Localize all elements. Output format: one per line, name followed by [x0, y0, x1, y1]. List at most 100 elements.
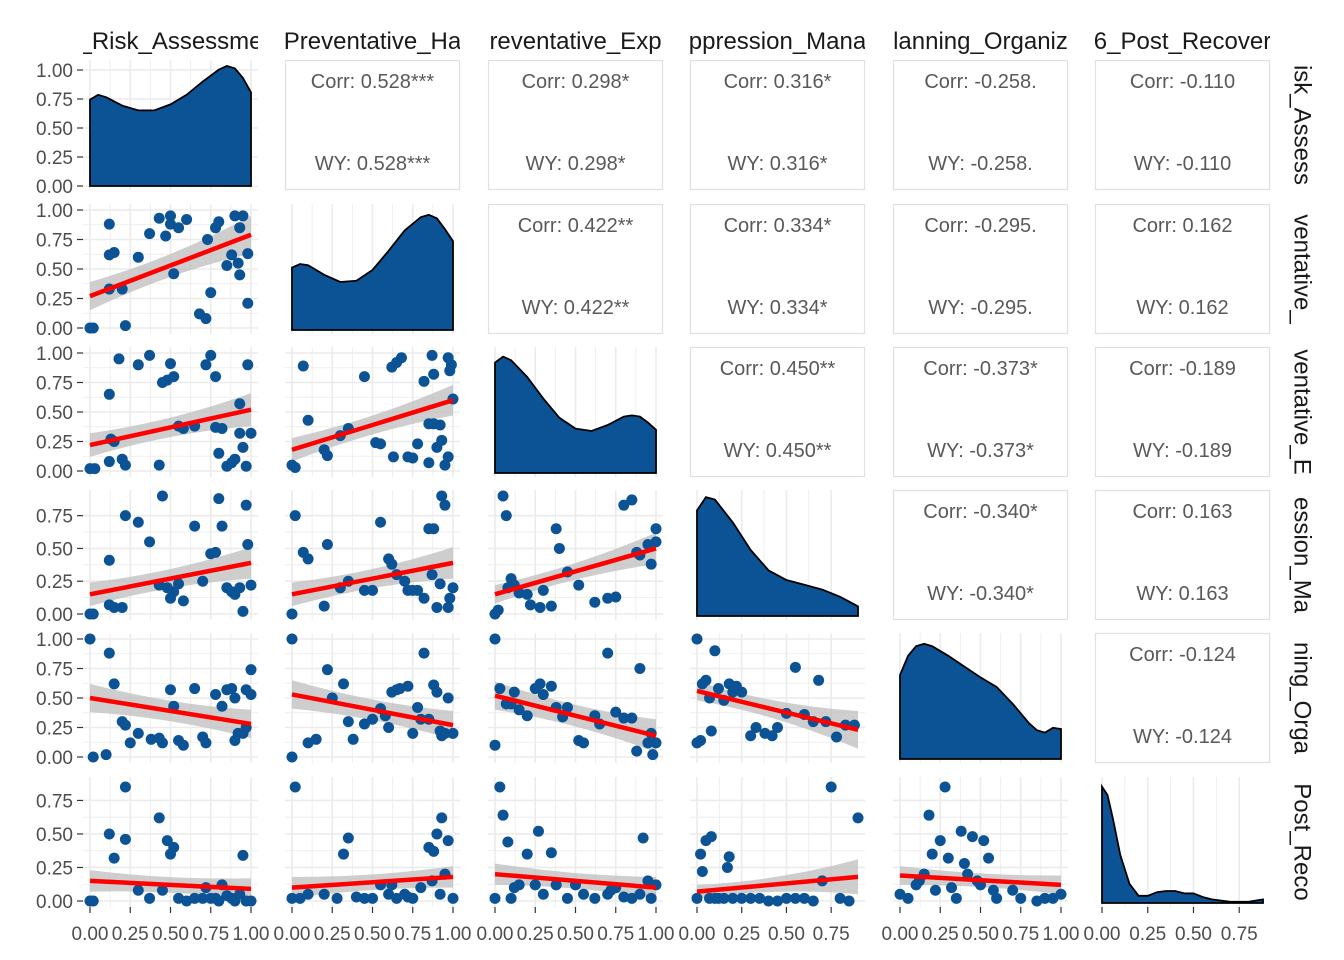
scatter-point: [144, 349, 156, 361]
corr-panel: [892, 59, 1069, 191]
scatter-point: [213, 493, 225, 505]
scatter-point: [302, 414, 314, 426]
confidence-band: [495, 532, 656, 604]
scatter-point: [534, 678, 546, 690]
scatter-point: [237, 210, 249, 222]
corr-value: Corr: -0.258.: [924, 71, 1036, 93]
scatter-point: [197, 892, 209, 904]
scatter-point: [434, 888, 446, 900]
y-tick-label: 0.00: [36, 319, 73, 340]
scatter-point: [589, 596, 601, 608]
scatter-point: [434, 578, 446, 590]
wy-value: WY: -0.110: [1134, 153, 1231, 175]
scatter-point: [834, 892, 846, 904]
corr-panel: [284, 59, 461, 191]
scatter-point: [358, 718, 370, 730]
scatter-point: [144, 228, 156, 240]
scatter-point: [237, 441, 249, 453]
y-tick-label: 0.75: [36, 791, 73, 812]
scatter-point: [321, 664, 333, 676]
scatter-point: [173, 578, 185, 590]
scatter-point: [550, 879, 562, 891]
scatter-point: [202, 234, 214, 245]
y-tick-label: 1.00: [36, 201, 73, 222]
y-tick-label: 0.50: [36, 119, 73, 140]
y-tick-label: 1.00: [36, 61, 73, 82]
scatter-point: [695, 848, 707, 860]
scatter-point: [297, 360, 309, 372]
scatter-point: [153, 212, 165, 224]
row-strip-label: isk_Assess: [1289, 65, 1316, 185]
scatter-point: [160, 230, 172, 242]
scatter-point: [375, 438, 387, 450]
scatter-point: [789, 892, 801, 904]
scatter-point: [589, 892, 601, 904]
scatter-point: [442, 601, 454, 613]
scatter-point: [721, 861, 733, 873]
scatter-point: [434, 419, 446, 431]
regression-line: [291, 560, 454, 597]
x-tick-label: 0.00: [72, 924, 109, 945]
scatter-point: [1007, 884, 1019, 896]
y-tick-label: 0.50: [36, 539, 73, 560]
scatter-point: [578, 737, 590, 749]
scatter-point: [210, 371, 222, 383]
wy-value: WY: -0.373*: [927, 440, 1034, 462]
scatter-point: [650, 536, 662, 548]
scatter-point: [383, 722, 395, 733]
wy-value: WY: -0.295.: [928, 297, 1033, 319]
scatter-point: [237, 605, 249, 617]
scatter-point: [1015, 892, 1027, 904]
scatter-point: [321, 539, 333, 551]
scatter-point: [439, 459, 451, 471]
scatter-point: [934, 835, 946, 847]
scatter-point: [950, 892, 962, 904]
scatter-point: [213, 447, 225, 459]
scatter-point: [338, 848, 350, 860]
scatter-point: [213, 216, 225, 228]
scatter-point: [407, 452, 419, 464]
scatter-point: [696, 866, 708, 877]
scatter-point: [991, 892, 1003, 904]
corr-value: Corr: 0.163: [1132, 501, 1232, 523]
density-area: [494, 355, 657, 474]
scatter-point: [181, 213, 193, 225]
scatter-point: [439, 727, 451, 739]
scatter-point: [418, 592, 430, 604]
scatter-point: [226, 249, 238, 261]
row-strip-group: ning_Orga: [1289, 642, 1316, 755]
scatter-point: [415, 882, 427, 894]
scatter-point: [561, 701, 573, 713]
scatter-point: [189, 683, 201, 695]
scatter-point: [550, 523, 562, 535]
scatter-point: [103, 218, 115, 230]
corr-panel: [1094, 346, 1271, 478]
scatter-point: [173, 222, 185, 234]
scatter-point: [436, 812, 448, 824]
scatter-point: [156, 490, 168, 502]
scatter-point: [213, 895, 225, 907]
column-strip-label: reventative_Exp: [489, 28, 661, 55]
regression-line: [494, 871, 657, 890]
scatter-point: [234, 269, 246, 281]
scatter-point: [367, 892, 378, 904]
scatter-point: [926, 848, 938, 860]
scatter-point: [289, 781, 301, 793]
wy-value: WY: -0.258.: [928, 153, 1033, 175]
scatter-point: [229, 692, 241, 704]
scatter-point: [700, 674, 712, 686]
scatter-point: [505, 892, 517, 904]
scatter-point: [766, 730, 778, 742]
scatter-point: [513, 879, 525, 891]
scatter-point: [245, 427, 257, 439]
scatter-point: [318, 888, 330, 900]
x-tick-label: 0.00: [1084, 924, 1121, 945]
scatter-point: [119, 510, 131, 522]
scatter-point: [637, 832, 649, 844]
row-strip-group: ession_Ma: [1289, 497, 1316, 614]
scatter-point: [358, 584, 370, 596]
scatter-point: [983, 852, 995, 864]
scatter-point: [165, 358, 176, 370]
scatter-point: [87, 895, 99, 907]
scatter-point: [763, 895, 775, 907]
